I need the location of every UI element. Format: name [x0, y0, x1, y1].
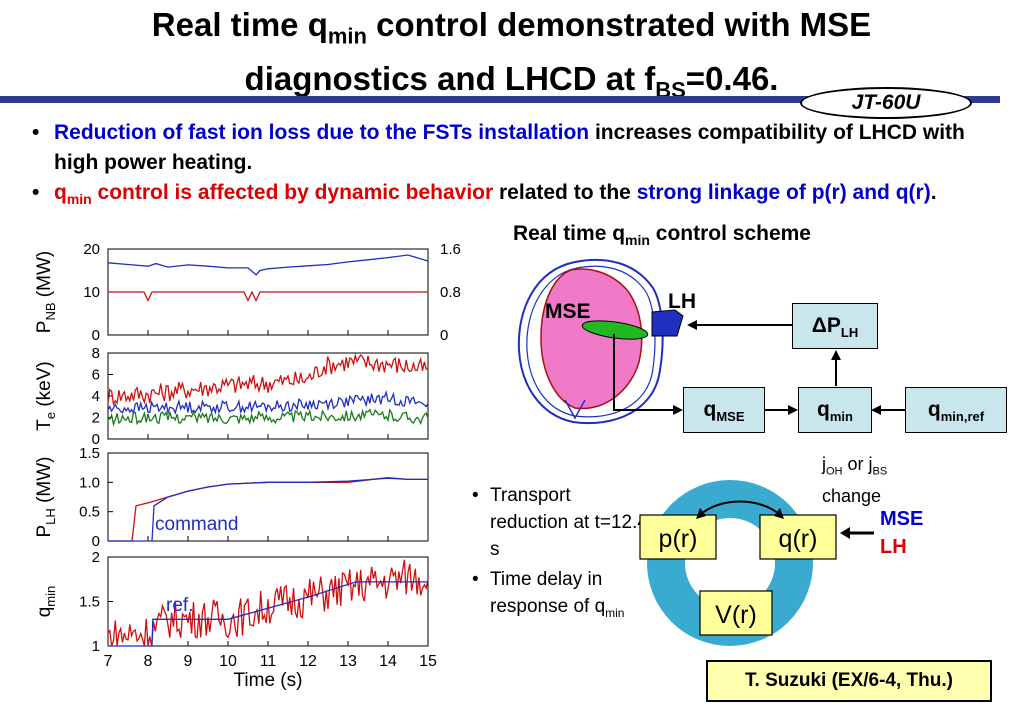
qr-label: q(r)	[779, 525, 818, 553]
bullet-list: Reduction of fast ion loss due to the FS…	[32, 118, 1007, 214]
lh-label: LH	[668, 290, 696, 313]
x-axis-label: Time (s)	[234, 670, 303, 691]
y-tick-label: 0.5	[79, 504, 100, 521]
x-tick-label: 15	[419, 653, 437, 670]
series-line-r/a~0.2	[107, 353, 428, 407]
qmse-box: qMSE	[683, 387, 765, 433]
bullet-1: Reduction of fast ion loss due to the FS…	[32, 118, 1007, 178]
y-axis-label: qmin	[34, 586, 58, 618]
y-tick-label: 1.0	[79, 474, 100, 491]
y-tick-label: 1	[92, 638, 100, 655]
title-divider	[0, 96, 1000, 103]
y-tick-label: 6	[92, 367, 100, 384]
y-tick-label: 0	[92, 327, 100, 344]
y-tick-label: 2	[92, 549, 100, 566]
qmin-ref-box: qmin,ref	[905, 387, 1007, 433]
mse-arrowhead	[673, 405, 683, 415]
y2-tick-label: 0	[440, 327, 448, 344]
y-tick-label: 0	[92, 431, 100, 448]
control-scheme-diagram: MSE LH	[517, 258, 905, 425]
series-line-blue	[107, 254, 429, 276]
bullet-1-text: increases compatibility of LHCD with hig…	[54, 121, 965, 174]
x-tick-label: 10	[219, 653, 237, 670]
y-axis-label: PNB (MW)	[34, 251, 58, 333]
series-line-red	[107, 559, 429, 647]
current-change-label: jOH or jBS change	[822, 454, 888, 506]
series-line-red	[108, 290, 428, 303]
pr-box	[639, 514, 717, 560]
pr-label: p(r)	[659, 525, 698, 553]
mse-lh-arrowhead	[840, 527, 850, 539]
y-tick-label: 8	[92, 345, 100, 362]
y2-tick-label: 0.8	[440, 284, 461, 301]
x-tick-label: 9	[184, 653, 193, 670]
x-tick-label: 7	[104, 653, 113, 670]
qref-arrowhead	[871, 405, 881, 415]
dplh-arrowhead	[687, 320, 697, 330]
x-tick-label: 8	[144, 653, 153, 670]
x-tick-label: 11	[260, 653, 277, 670]
series-line-ref.	[108, 581, 428, 647]
y2-tick-label: 1.6	[440, 241, 461, 258]
qr-box	[759, 514, 837, 560]
divertor-leg	[564, 399, 586, 420]
y-tick-label: 1.5	[79, 445, 100, 462]
series-label: ref.	[166, 595, 193, 616]
y-tick-label: 2	[92, 410, 100, 427]
qmse-arrowhead	[788, 405, 798, 415]
bullet-2-linkage: strong linkage of p(r) and q(r)	[636, 181, 931, 204]
y-tick-label: 10	[83, 284, 100, 301]
scheme-title: Real time qmin control scheme	[513, 222, 811, 249]
transport-bullet: Transport reduction at t=12.4 s	[472, 482, 650, 563]
page-title: Real time qmin control demonstrated with…	[151, 6, 872, 103]
delta-plh-box: ΔPLH	[792, 303, 878, 349]
vr-label: V(r)	[715, 601, 757, 629]
x-tick-label: 13	[339, 653, 357, 670]
series-line-0.4	[107, 390, 429, 416]
y-tick-label: 20	[83, 241, 100, 258]
qmin-arrowhead	[831, 350, 841, 360]
linkage-arrow	[699, 500, 781, 516]
y-axis-label: PLH (MW)	[34, 456, 58, 537]
x-tick-label: 14	[379, 653, 397, 670]
linkage-arrowhead-right	[774, 508, 784, 519]
vessel-inner-outline	[526, 265, 656, 418]
bullet-2: qmin control is affected by dynamic beha…	[32, 178, 1007, 214]
y-tick-label: 1.5	[79, 594, 100, 611]
vr-box	[699, 590, 773, 636]
linkage-diagram: p(r) q(r) V(r) MSE LH	[639, 480, 923, 646]
credit-box: T. Suzuki (EX/6-4, Thu.)	[706, 660, 992, 702]
x-tick-label: 12	[299, 653, 317, 670]
mse-to-qmse-line	[613, 334, 675, 411]
y-tick-label: 0	[92, 533, 100, 550]
y-tick-label: 4	[92, 388, 100, 405]
series-label: command	[155, 514, 238, 535]
series-line-0.6	[107, 408, 429, 427]
linkage-mse-label: MSE	[880, 508, 923, 530]
delay-bullet: Time delay in response of qmin	[472, 566, 675, 627]
linkage-arrowhead-left	[696, 508, 706, 519]
lh-launcher	[651, 309, 684, 337]
plasma-cross-section	[540, 268, 643, 410]
mse-label: MSE	[545, 300, 591, 323]
linkage-lh-label: LH	[880, 536, 907, 558]
jt60u-logo: JT-60U	[800, 87, 972, 119]
bullet-2-highlight: control is affected by dynamic behavior	[91, 181, 494, 204]
y-axis-label: Te (keV)	[34, 361, 58, 431]
series-line-command	[108, 477, 428, 542]
vessel-outline	[517, 258, 664, 425]
qmin-box: qmin	[798, 387, 872, 433]
bullet-1-highlight: Reduction of fast ion loss due to the FS…	[54, 121, 590, 144]
